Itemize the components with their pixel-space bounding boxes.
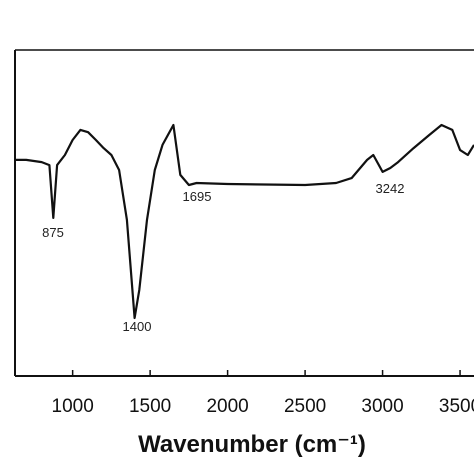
peak-label: 875: [42, 225, 64, 240]
x-tick-label: 3000: [361, 396, 403, 417]
peak-label: 1400: [123, 319, 152, 334]
spectrum-line: [15, 123, 474, 320]
x-tick-label: 2000: [206, 396, 248, 417]
x-tick-label: 1000: [52, 396, 94, 417]
x-tick-label: 2500: [284, 396, 326, 417]
x-tick-label: 3500: [439, 396, 474, 417]
x-tick-label: 1500: [129, 396, 171, 417]
peak-label: 3242: [376, 181, 405, 196]
peak-label: 1695: [183, 189, 212, 204]
x-axis-label: Wavenumber (cm⁻¹): [138, 431, 366, 458]
